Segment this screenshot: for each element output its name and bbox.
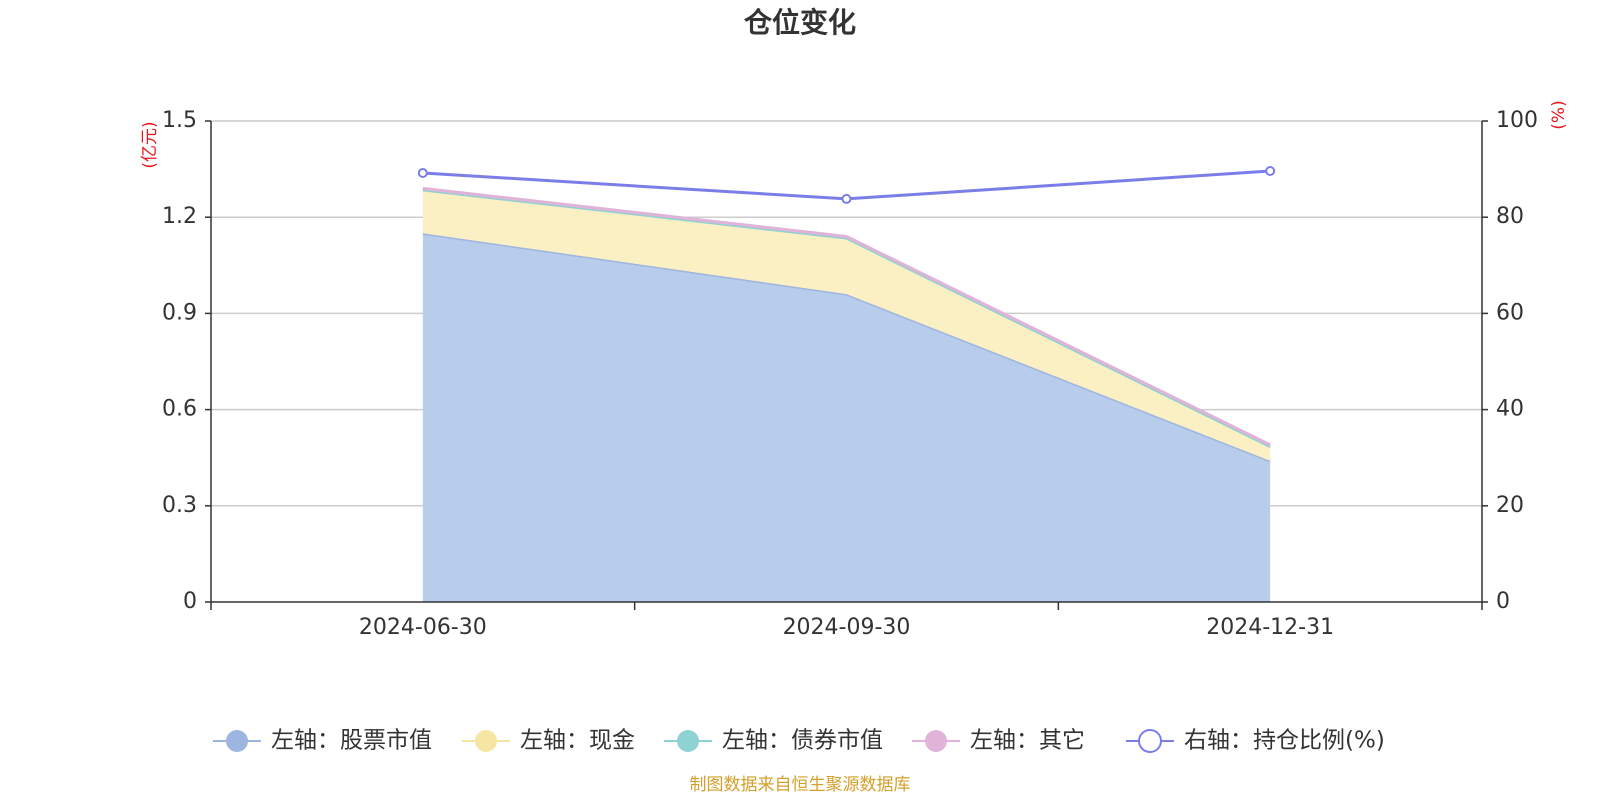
right-tick-label: 0 xyxy=(1496,589,1510,614)
right-tick-label: 80 xyxy=(1496,204,1524,229)
area-fill xyxy=(422,233,1271,602)
left-tick-label: 0.9 xyxy=(162,300,197,325)
legend-marker xyxy=(925,730,947,752)
legend-marker xyxy=(475,730,497,752)
legend-label: 左轴：现金 xyxy=(520,728,635,754)
legend-item[interactable]: 左轴：债券市值 xyxy=(664,728,883,754)
legend-marker xyxy=(677,730,699,752)
right-axis-unit: (%) xyxy=(1549,100,1569,129)
ratio-point[interactable] xyxy=(417,167,428,178)
chart-title: 仓位变化 xyxy=(744,6,856,39)
right-tick-label: 20 xyxy=(1496,493,1524,518)
legend-item[interactable]: 左轴：其它 xyxy=(912,728,1085,754)
left-tick-label: 0 xyxy=(183,589,197,614)
x-tick-label: 2024-06-30 xyxy=(359,615,487,640)
right-axis-ticks: 0 20 40 60 80 100 xyxy=(1482,108,1538,614)
area-series xyxy=(422,186,1271,602)
legend-label: 左轴：其它 xyxy=(970,728,1085,754)
data-source-note: 制图数据来自恒生聚源数据库 xyxy=(690,775,911,795)
left-tick-label: 0.6 xyxy=(162,397,197,422)
legend-item[interactable]: 左轴：现金 xyxy=(462,728,635,754)
ratio-point[interactable] xyxy=(1265,166,1276,177)
x-tick-label: 2024-12-31 xyxy=(1206,615,1334,640)
legend-marker xyxy=(1138,729,1162,753)
x-axis-ticks: 2024-06-30 2024-09-30 2024-12-31 xyxy=(210,602,1483,640)
legend-item[interactable]: 左轴：股票市值 xyxy=(213,728,432,754)
left-tick-label: 1.5 xyxy=(162,108,197,133)
left-axis-unit: (亿元) xyxy=(140,121,160,168)
right-tick-label: 60 xyxy=(1496,300,1524,325)
legend-label: 左轴：债券市值 xyxy=(722,728,883,754)
x-tick-label: 2024-09-30 xyxy=(783,615,911,640)
right-tick-label: 100 xyxy=(1496,108,1538,133)
line-series xyxy=(417,166,1276,204)
legend-label: 左轴：股票市值 xyxy=(271,728,432,754)
left-tick-label: 0.3 xyxy=(162,493,197,518)
axes xyxy=(210,121,1483,603)
right-tick-label: 40 xyxy=(1496,397,1524,422)
legend-item[interactable]: 右轴：持仓比例(%) xyxy=(1126,728,1385,754)
area-line xyxy=(422,186,1271,447)
legend-label: 右轴：持仓比例(%) xyxy=(1184,728,1385,754)
legend-marker xyxy=(226,730,248,752)
legend: 左轴：股票市值 左轴：现金 左轴：债券市值 左轴：其它 右轴：持仓比例(%) xyxy=(213,728,1385,754)
left-tick-label: 1.2 xyxy=(162,204,197,229)
left-axis-ticks: 0 0.3 0.6 0.9 1.2 1.5 xyxy=(162,108,211,614)
area-fill xyxy=(422,189,1271,461)
ratio-point[interactable] xyxy=(841,193,852,204)
